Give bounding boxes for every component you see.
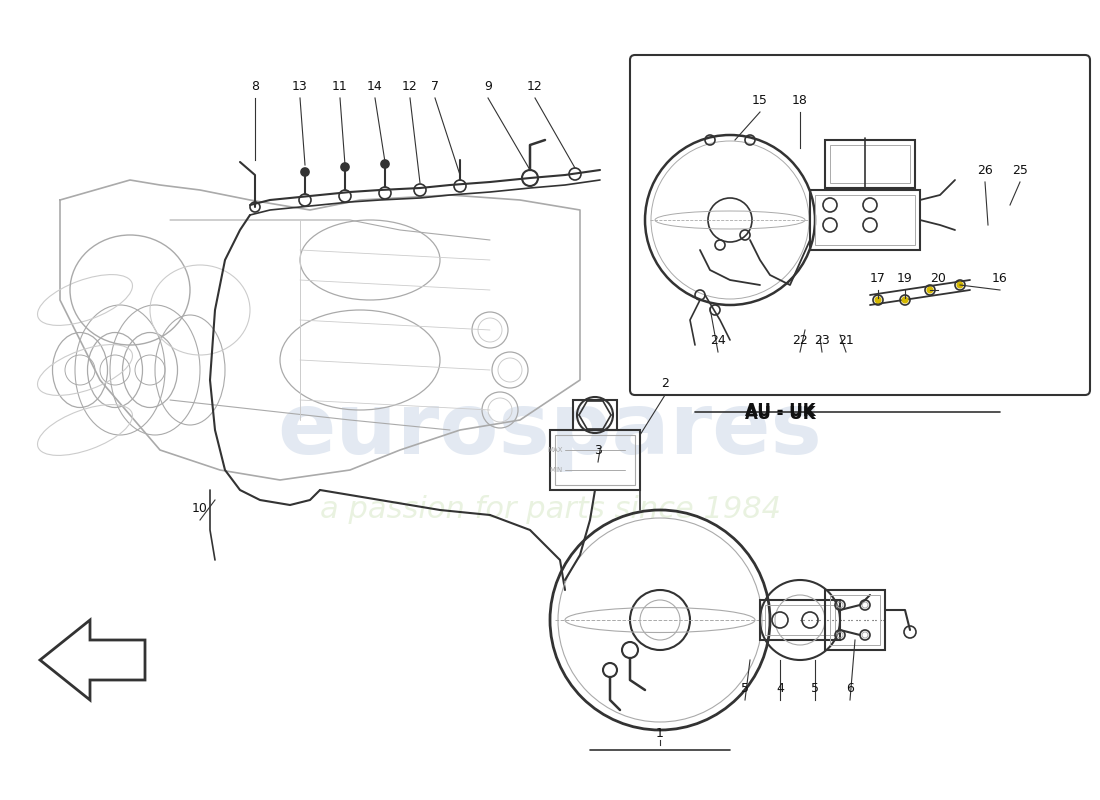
Text: 15: 15 [752,94,768,107]
Text: a passion for parts since 1984: a passion for parts since 1984 [319,495,781,525]
Circle shape [902,297,908,303]
Text: 12: 12 [527,80,543,93]
Text: MAX: MAX [548,447,563,453]
Bar [810,190,920,250]
Text: 18: 18 [792,94,807,107]
Text: AU - UK: AU - UK [745,402,815,420]
Text: 3: 3 [594,444,602,457]
Bar [573,400,617,430]
Bar [764,605,835,635]
Text: 6: 6 [846,682,854,695]
Text: 9: 9 [484,80,492,93]
Polygon shape [40,620,145,700]
Text: eurospares: eurospares [277,389,823,471]
Text: 5: 5 [811,682,819,695]
Text: 8: 8 [251,80,258,93]
Text: 16: 16 [992,272,1008,285]
Text: 14: 14 [367,80,383,93]
Text: 22: 22 [792,334,807,347]
Text: 5: 5 [741,682,749,695]
Text: 26: 26 [977,164,993,177]
Text: 4: 4 [777,682,784,695]
Text: 12: 12 [403,80,418,93]
Text: 13: 13 [293,80,308,93]
Bar [760,600,840,640]
Text: 11: 11 [332,80,348,93]
Text: AU - UK: AU - UK [745,405,815,423]
Circle shape [301,168,309,176]
Bar [550,430,640,490]
Bar [830,145,910,183]
Circle shape [957,282,962,288]
Circle shape [927,287,933,293]
Text: 24: 24 [711,334,726,347]
Text: 23: 23 [814,334,829,347]
Text: 10: 10 [192,502,208,515]
Text: 7: 7 [431,80,439,93]
Text: MIN: MIN [550,467,563,473]
Text: 17: 17 [870,272,886,285]
Bar [556,435,635,485]
Text: 21: 21 [838,334,854,347]
Text: 2: 2 [661,377,669,390]
Text: 1: 1 [656,727,664,740]
Bar [825,590,886,650]
FancyBboxPatch shape [630,55,1090,395]
Text: 25: 25 [1012,164,1027,177]
Circle shape [381,160,389,168]
Bar [825,140,915,188]
Bar [815,195,915,245]
Text: 20: 20 [931,272,946,285]
Bar [830,595,880,645]
Circle shape [874,297,881,303]
Text: 19: 19 [898,272,913,285]
Circle shape [341,163,349,171]
